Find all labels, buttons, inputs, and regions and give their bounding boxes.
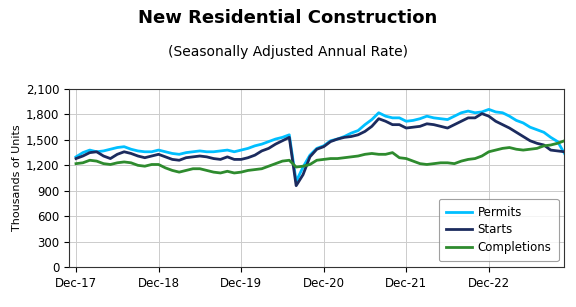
Permits (486, 107, 492, 111)
Starts (561, 150, 568, 154)
Starts (238, 157, 245, 161)
Text: (Seasonally Adjusted Annual Rate): (Seasonally Adjusted Annual Rate) (168, 45, 408, 59)
Permits (141, 150, 148, 154)
Text: New Residential Construction: New Residential Construction (138, 9, 438, 27)
Y-axis label: Thousands of Units: Thousands of Units (12, 125, 22, 231)
Completions (561, 139, 568, 142)
Completions (355, 154, 362, 158)
Permits (293, 180, 300, 183)
Permits (238, 148, 245, 152)
Starts (410, 125, 416, 129)
Line: Starts: Starts (76, 114, 564, 186)
Starts (389, 123, 396, 126)
Permits (410, 119, 416, 122)
Permits (389, 116, 396, 120)
Line: Completions: Completions (76, 141, 564, 173)
Starts (355, 133, 362, 137)
Completions (410, 159, 416, 163)
Completions (389, 151, 396, 154)
Starts (73, 157, 79, 160)
Starts (479, 112, 486, 115)
Line: Permits: Permits (76, 109, 564, 181)
Completions (245, 169, 252, 172)
Completions (73, 162, 79, 165)
Completions (217, 171, 224, 175)
Legend: Permits, Starts, Completions: Permits, Starts, Completions (439, 199, 559, 261)
Completions (141, 164, 148, 168)
Completions (190, 167, 196, 171)
Permits (355, 129, 362, 132)
Starts (533, 142, 540, 145)
Permits (73, 155, 79, 159)
Starts (141, 156, 148, 160)
Permits (533, 128, 540, 132)
Starts (293, 184, 300, 188)
Permits (561, 152, 568, 155)
